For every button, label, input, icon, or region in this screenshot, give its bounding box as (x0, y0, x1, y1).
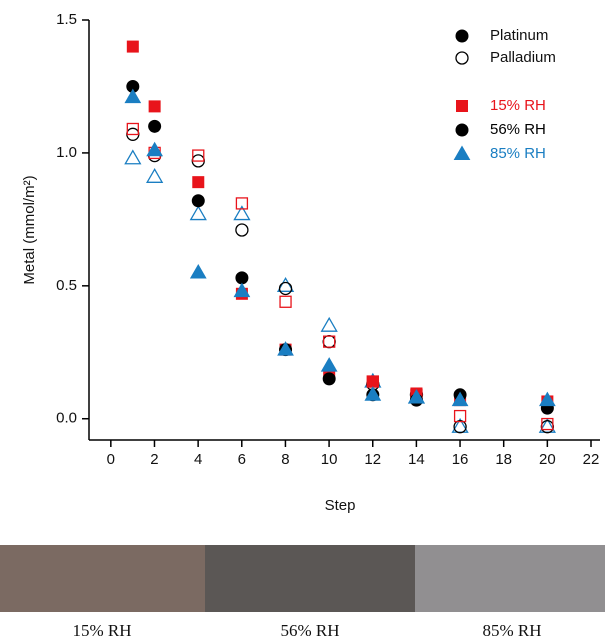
legend-marker (455, 29, 469, 43)
x-tick-label: 10 (321, 451, 338, 468)
legend-marker (455, 123, 469, 137)
data-point (279, 295, 292, 308)
data-point (453, 409, 467, 423)
data-point (322, 372, 336, 386)
data-point (146, 168, 164, 183)
data-point (233, 282, 251, 298)
x-tick-label: 4 (194, 451, 202, 468)
photo-label: 85% RH (482, 621, 541, 640)
data-point (364, 386, 382, 401)
y-tick-label: 0.0 (56, 410, 77, 427)
data-point (235, 271, 249, 285)
data-point (538, 391, 556, 407)
data-point (126, 122, 139, 136)
data-point (541, 417, 554, 431)
photo-56 (205, 545, 415, 612)
x-tick-label: 14 (408, 451, 425, 468)
data-point (189, 264, 207, 279)
data-point (189, 205, 207, 221)
photo-label: 56% RH (280, 621, 339, 640)
y-tick-label: 0.5 (56, 277, 77, 294)
legend-label: 85% RH (490, 145, 546, 162)
data-point (146, 141, 164, 157)
data-point (126, 40, 139, 53)
y-axis-label: Metal (mmol/m²) (21, 175, 38, 284)
legend-marker (455, 51, 469, 65)
data-point (148, 100, 161, 113)
x-tick-label: 6 (238, 451, 246, 468)
data-point (277, 341, 294, 356)
data-point (191, 194, 205, 208)
data-point (408, 388, 425, 404)
data-point (278, 281, 293, 296)
x-tick-label: 16 (452, 451, 469, 468)
data-point (235, 223, 249, 237)
legend-marker (456, 100, 468, 112)
legend-label: 15% RH (490, 97, 546, 114)
x-tick-label: 18 (495, 451, 512, 468)
legend-label: Platinum (490, 27, 548, 44)
x-tick-label: 8 (281, 451, 289, 468)
x-tick-label: 0 (107, 451, 115, 468)
x-axis-label: Step (325, 497, 356, 514)
data-point (192, 149, 205, 162)
legend-label: Palladium (490, 49, 556, 66)
y-tick-label: 1.5 (56, 11, 77, 28)
data-point (320, 316, 338, 332)
x-tick-label: 20 (539, 451, 556, 468)
data-point (322, 334, 336, 349)
data-point (323, 335, 336, 348)
x-tick-label: 22 (583, 451, 600, 468)
photo-15 (0, 545, 205, 612)
data-point (320, 357, 338, 372)
data-point (235, 197, 249, 210)
legend-marker (453, 145, 471, 160)
data-point (124, 88, 142, 104)
data-point (366, 375, 379, 388)
data-point (276, 277, 295, 292)
data-point (148, 119, 162, 133)
data-point (451, 391, 469, 407)
x-tick-label: 2 (150, 451, 158, 468)
y-tick-label: 1.0 (56, 144, 77, 161)
photo-85 (415, 545, 605, 612)
photo-label: 15% RH (72, 621, 131, 640)
x-tick-label: 12 (364, 451, 381, 468)
data-point (124, 149, 142, 165)
data-point (453, 420, 467, 434)
data-point (192, 176, 205, 189)
legend-label: 56% RH (490, 121, 546, 138)
data-point (233, 205, 251, 221)
